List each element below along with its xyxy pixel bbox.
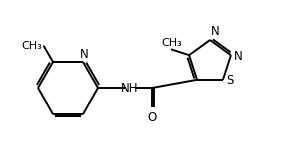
Text: O: O: [147, 111, 157, 124]
Text: CH₃: CH₃: [162, 38, 182, 48]
Text: S: S: [226, 74, 233, 87]
Text: N: N: [80, 48, 88, 61]
Text: CH₃: CH₃: [21, 41, 42, 51]
Text: N: N: [234, 50, 243, 63]
Text: NH: NH: [121, 81, 139, 95]
Text: N: N: [211, 25, 220, 38]
